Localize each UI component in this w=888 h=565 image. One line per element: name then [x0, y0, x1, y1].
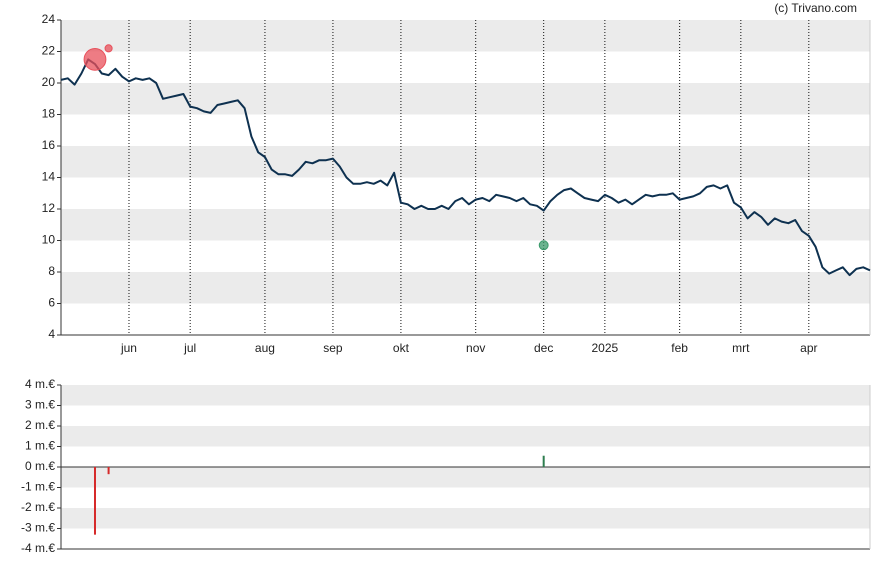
- bar: [542, 455, 545, 467]
- y-tick-label: -2 m.€: [21, 500, 55, 514]
- grid-band: [61, 508, 870, 529]
- y-tick-label: 4: [48, 327, 55, 341]
- y-tick-label: 20: [42, 75, 56, 89]
- y-tick-label: 0 m.€: [25, 459, 55, 473]
- source: (c) Trivano.com: [774, 1, 857, 15]
- trade-marker: [83, 47, 107, 71]
- y-tick-label: 16: [42, 138, 56, 152]
- x-tick-label: feb: [671, 341, 688, 355]
- trade-marker: [104, 44, 113, 53]
- y-tick-label: 10: [42, 233, 56, 247]
- x-tick-label: 2025: [592, 341, 619, 355]
- grid-band: [61, 467, 870, 488]
- grid-band: [61, 146, 870, 178]
- grid-band: [61, 272, 870, 304]
- y-tick-label: 6: [48, 296, 55, 310]
- y-tick-label: 14: [42, 170, 56, 184]
- y-tick-label: 4 m.€: [25, 377, 55, 391]
- x-tick-label: apr: [800, 341, 817, 355]
- bar: [107, 467, 110, 475]
- y-tick-label: -3 m.€: [21, 521, 55, 535]
- price-line: [60, 58, 871, 277]
- grid-band: [61, 83, 870, 115]
- x-tick-label: dec: [534, 341, 553, 355]
- y-tick-label: -1 m.€: [21, 480, 55, 494]
- y-tick-label: 12: [42, 201, 56, 215]
- y-tick-label: 24: [42, 12, 56, 26]
- trade-marker: [538, 240, 549, 251]
- x-tick-label: aug: [255, 341, 275, 355]
- y-tick-label: 8: [48, 264, 55, 278]
- grid-band: [61, 426, 870, 447]
- x-tick-label: jun: [120, 341, 137, 355]
- grid-band: [61, 385, 870, 406]
- grid-band: [61, 20, 870, 52]
- y-tick-label: 18: [42, 107, 56, 121]
- y-tick-label: 1 m.€: [25, 439, 55, 453]
- x-tick-label: jul: [183, 341, 196, 355]
- y-tick-label: 22: [42, 44, 56, 58]
- x-tick-label: nov: [466, 341, 485, 355]
- y-tick-label: 2 m.€: [25, 418, 55, 432]
- y-tick-label: 3 m.€: [25, 398, 55, 412]
- grid-band: [61, 209, 870, 241]
- x-tick-label: okt: [393, 341, 410, 355]
- x-tick-label: mrt: [732, 341, 750, 355]
- bar: [93, 467, 96, 535]
- y-tick-label: -4 m.€: [21, 541, 55, 555]
- x-tick-label: sep: [323, 341, 343, 355]
